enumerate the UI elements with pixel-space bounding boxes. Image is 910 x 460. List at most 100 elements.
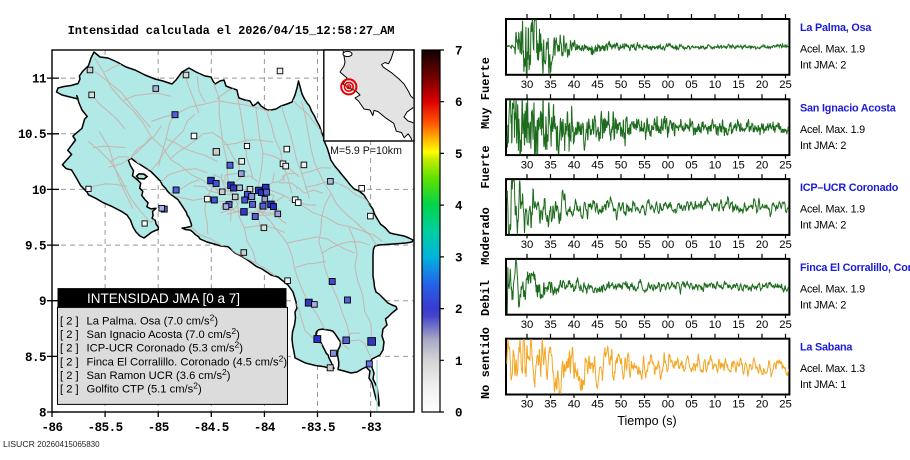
svg-text:45: 45 xyxy=(591,399,604,411)
svg-text:Acel. Max. 1.9: Acel. Max. 1.9 xyxy=(800,124,865,136)
svg-text:50: 50 xyxy=(615,399,628,411)
svg-text:[ 2 ]: [ 2 ] xyxy=(60,356,79,368)
svg-text:-85: -85 xyxy=(148,421,169,435)
svg-text:45: 45 xyxy=(591,239,604,251)
svg-text:M=5.9 P=10km: M=5.9 P=10km xyxy=(330,145,402,157)
svg-text:15: 15 xyxy=(732,79,745,91)
svg-text:50: 50 xyxy=(615,319,628,331)
svg-text:55: 55 xyxy=(638,399,651,411)
svg-text:30: 30 xyxy=(521,159,534,171)
svg-text:9.5: 9.5 xyxy=(25,240,46,254)
svg-text:1: 1 xyxy=(455,355,463,369)
svg-text:Int JMA: 2: Int JMA: 2 xyxy=(800,140,846,152)
svg-text:05: 05 xyxy=(685,239,698,251)
svg-text:Fuerte: Fuerte xyxy=(479,145,493,188)
svg-text:25: 25 xyxy=(779,79,792,91)
svg-text:INTENSIDAD JMA [0 a 7]: INTENSIDAD JMA [0 a 7] xyxy=(87,291,240,306)
svg-text:Moderado: Moderado xyxy=(479,207,493,265)
svg-text:Acel. Max. 1.9: Acel. Max. 1.9 xyxy=(800,283,865,295)
svg-text:55: 55 xyxy=(638,239,651,251)
svg-text:35: 35 xyxy=(544,399,557,411)
svg-text:40: 40 xyxy=(568,79,581,91)
svg-text:[ 2 ]: [ 2 ] xyxy=(60,383,79,395)
svg-text:25: 25 xyxy=(779,319,792,331)
svg-text:20: 20 xyxy=(756,399,769,411)
svg-text:8.5: 8.5 xyxy=(25,351,46,365)
svg-text:35: 35 xyxy=(544,239,557,251)
svg-text:55: 55 xyxy=(638,159,651,171)
svg-text:Int JMA: 1: Int JMA: 1 xyxy=(800,379,846,391)
svg-text:La Palma. Osa (7.0 cm/s2): La Palma. Osa (7.0 cm/s2) xyxy=(87,313,219,328)
svg-text:25: 25 xyxy=(779,399,792,411)
svg-text:[ 2 ]: [ 2 ] xyxy=(60,316,79,328)
svg-text:[ 2 ]: [ 2 ] xyxy=(60,329,79,341)
svg-text:45: 45 xyxy=(591,319,604,331)
svg-text:6: 6 xyxy=(455,96,463,110)
svg-text:00: 00 xyxy=(662,399,675,411)
svg-text:Finca El Corralillo. Coronado: Finca El Corralillo. Coronado (4.5 cm/s2… xyxy=(87,353,288,368)
svg-text:-83.5: -83.5 xyxy=(300,421,335,435)
svg-text:30: 30 xyxy=(521,319,534,331)
svg-text:20: 20 xyxy=(756,79,769,91)
svg-text:20: 20 xyxy=(756,239,769,251)
svg-text:3: 3 xyxy=(455,251,463,265)
svg-text:[ 2 ]: [ 2 ] xyxy=(60,343,79,355)
svg-text:Intensidad calculada el 2026/0: Intensidad calculada el 2026/04/15_12:58… xyxy=(68,24,395,38)
svg-text:10: 10 xyxy=(709,399,722,411)
svg-text:ICP–UCR Coronado: ICP–UCR Coronado xyxy=(800,182,899,194)
svg-text:50: 50 xyxy=(615,239,628,251)
svg-text:Int JMA: 2: Int JMA: 2 xyxy=(800,220,846,232)
svg-text:Int JMA: 2: Int JMA: 2 xyxy=(800,60,846,72)
svg-text:Muy Fuerte: Muy Fuerte xyxy=(479,57,493,129)
svg-text:40: 40 xyxy=(568,159,581,171)
svg-text:La Palma, Osa: La Palma, Osa xyxy=(800,22,872,34)
svg-text:20: 20 xyxy=(756,159,769,171)
svg-text:9: 9 xyxy=(39,295,46,309)
svg-text:00: 00 xyxy=(662,79,675,91)
svg-text:Acel. Max. 1.9: Acel. Max. 1.9 xyxy=(800,204,865,216)
svg-text:10: 10 xyxy=(709,79,722,91)
svg-text:40: 40 xyxy=(568,239,581,251)
svg-text:30: 30 xyxy=(521,399,534,411)
svg-text:7: 7 xyxy=(455,45,463,59)
svg-text:15: 15 xyxy=(732,159,745,171)
svg-text:10: 10 xyxy=(709,159,722,171)
svg-text:10: 10 xyxy=(32,184,46,198)
svg-text:10: 10 xyxy=(709,319,722,331)
svg-text:ICP-UCR Coronado (5.3 cm/s2): ICP-UCR Coronado (5.3 cm/s2) xyxy=(87,340,244,355)
svg-text:50: 50 xyxy=(615,159,628,171)
svg-text:-83: -83 xyxy=(360,421,381,435)
svg-text:40: 40 xyxy=(568,399,581,411)
svg-text:2: 2 xyxy=(455,303,463,317)
svg-text:15: 15 xyxy=(732,239,745,251)
svg-text:[ 2 ]: [ 2 ] xyxy=(60,370,79,382)
svg-text:55: 55 xyxy=(638,79,651,91)
svg-text:25: 25 xyxy=(779,159,792,171)
svg-text:05: 05 xyxy=(685,159,698,171)
svg-text:00: 00 xyxy=(662,159,675,171)
svg-text:05: 05 xyxy=(685,79,698,91)
svg-text:00: 00 xyxy=(662,239,675,251)
svg-text:Acel. Max. 1.9: Acel. Max. 1.9 xyxy=(800,44,865,56)
svg-text:Golfito CTP (5.1 cm/s2): Golfito CTP (5.1 cm/s2) xyxy=(87,380,202,395)
svg-text:Debil: Debil xyxy=(479,280,493,316)
svg-text:8: 8 xyxy=(39,407,46,421)
svg-text:15: 15 xyxy=(732,319,745,331)
svg-text:45: 45 xyxy=(591,79,604,91)
svg-text:45: 45 xyxy=(591,159,604,171)
svg-text:-85.5: -85.5 xyxy=(88,421,123,435)
svg-text:35: 35 xyxy=(544,319,557,331)
svg-text:00: 00 xyxy=(662,319,675,331)
svg-text:5: 5 xyxy=(455,148,463,162)
svg-text:-84: -84 xyxy=(254,421,276,435)
svg-text:0: 0 xyxy=(455,407,463,421)
svg-text:05: 05 xyxy=(685,399,698,411)
svg-text:10: 10 xyxy=(709,239,722,251)
svg-text:05: 05 xyxy=(685,319,698,331)
svg-text:-84.5: -84.5 xyxy=(194,421,229,435)
svg-text:La Sabana: La Sabana xyxy=(800,342,853,354)
svg-text:San Ignacio Acosta: San Ignacio Acosta xyxy=(800,102,897,114)
svg-text:35: 35 xyxy=(544,79,557,91)
svg-text:Acel. Max. 1.3: Acel. Max. 1.3 xyxy=(800,363,865,375)
svg-text:No sentido: No sentido xyxy=(479,327,493,399)
